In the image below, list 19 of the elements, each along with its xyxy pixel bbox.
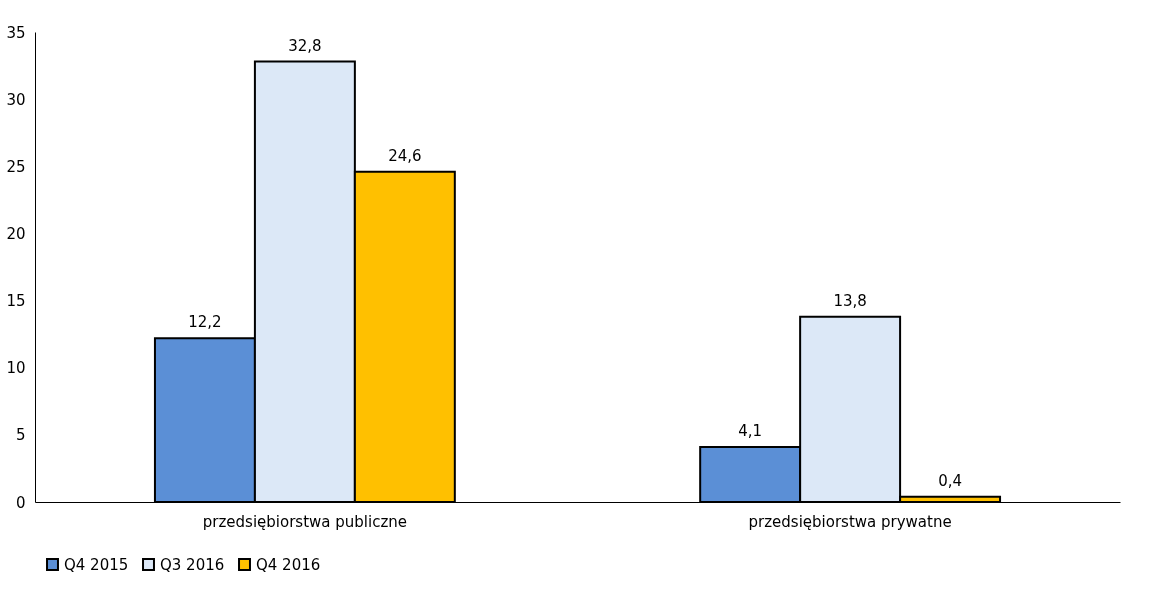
data-label: 24,6 <box>388 146 422 165</box>
y-tick-label: 10 <box>6 359 26 378</box>
legend-label: Q4 2016 <box>256 555 321 574</box>
data-label: 13,8 <box>833 291 867 310</box>
y-tick-label: 35 <box>6 23 26 42</box>
x-tick-label: przedsiębiorstwa prywatne <box>748 512 952 531</box>
y-tick-label: 15 <box>6 292 26 311</box>
y-tick-label: 0 <box>15 493 26 512</box>
data-label: 4,1 <box>738 421 763 440</box>
legend-label: Q3 2016 <box>160 555 225 574</box>
y-tick-label: 5 <box>15 426 26 445</box>
y-tick-label: 20 <box>6 224 26 243</box>
y-tick-label: 25 <box>6 157 26 176</box>
data-label: 0,4 <box>938 471 962 490</box>
y-tick-label: 30 <box>6 90 26 109</box>
data-label: 32,8 <box>288 36 322 55</box>
legend-label: Q4 2015 <box>64 555 129 574</box>
data-label: 12,2 <box>188 313 222 332</box>
x-tick-label: przedsiębiorstwa publiczne <box>202 512 407 531</box>
